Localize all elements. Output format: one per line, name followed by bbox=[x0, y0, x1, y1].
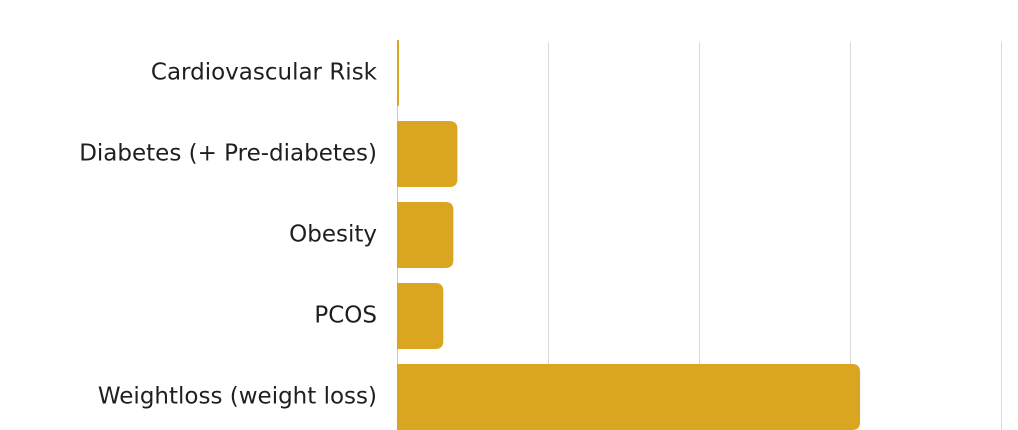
category-labels: Cardiovascular Risk Diabetes (+ Pre-diabe… bbox=[79, 60, 377, 410]
bar-0 bbox=[397, 40, 400, 106]
category-label-0: Cardiovascular Risk bbox=[151, 60, 378, 86]
bar-3 bbox=[397, 283, 444, 349]
bar-2 bbox=[397, 202, 454, 268]
category-label-2: Obesity bbox=[289, 222, 377, 248]
bars bbox=[397, 40, 861, 430]
category-label-1: Diabetes (+ Pre-diabetes) bbox=[79, 141, 377, 167]
category-label-3: PCOS bbox=[314, 303, 377, 329]
bar-1 bbox=[397, 121, 458, 187]
category-label-4: Weightloss (weight loss) bbox=[98, 384, 377, 410]
bar-4 bbox=[397, 364, 861, 430]
